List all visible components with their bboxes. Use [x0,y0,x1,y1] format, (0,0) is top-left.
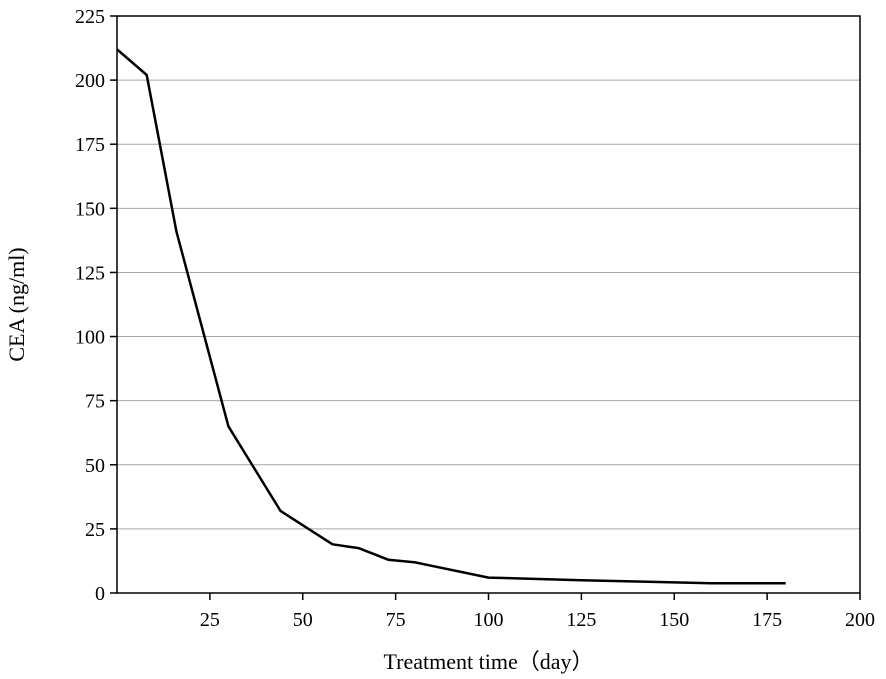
x-tick-labels: 25 50 75 100 125 150 175 200 [200,609,875,631]
x-tick-label-175: 175 [752,609,782,631]
y-tick-label-150: 150 [75,198,105,220]
y-tick-label-100: 100 [75,327,105,349]
x-tick-label-100: 100 [474,609,504,631]
y-tick-label-175: 175 [75,134,105,156]
series-line-0 [116,48,786,585]
y-tick-label-225: 225 [75,6,105,28]
y-tick-label-125: 125 [75,262,105,284]
x-tick-label-125: 125 [566,609,596,631]
y-axis-label: CEA (ng/ml) [4,247,29,361]
x-tick-label-150: 150 [659,609,689,631]
plot-frame [116,15,861,594]
y-tick-label-50: 50 [85,455,105,477]
y-tick-labels: 0 25 50 75 100 125 150 175 200 225 [75,6,105,605]
grid-lines [117,79,860,530]
x-tick-label-200: 200 [845,609,875,631]
x-tick-label-50: 50 [293,609,313,631]
tick-marks [110,15,861,600]
x-axis-label: Treatment time（day） [384,649,594,674]
x-tick-label-75: 75 [386,609,406,631]
series-layer [116,48,786,585]
y-tick-label-0: 0 [95,583,105,605]
y-tick-label-200: 200 [75,70,105,92]
y-tick-label-25: 25 [85,519,105,541]
y-tick-label-75: 75 [85,391,105,413]
x-tick-label-25: 25 [200,609,220,631]
